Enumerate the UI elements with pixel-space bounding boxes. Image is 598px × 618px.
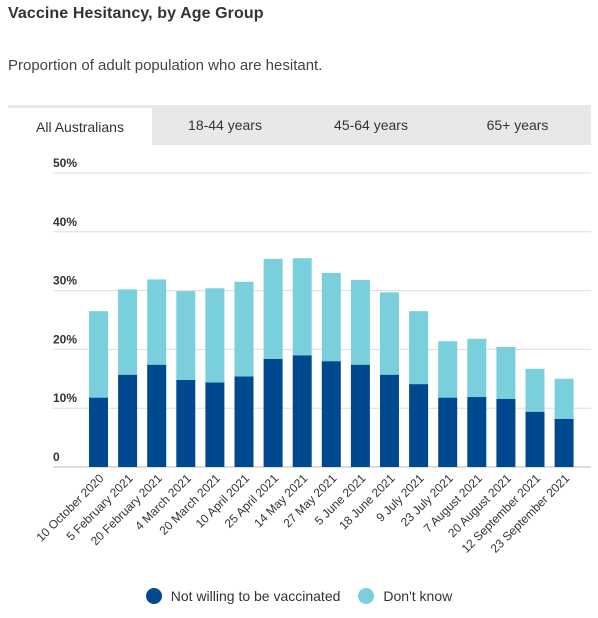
- bar-not-willing: [89, 397, 108, 467]
- bar-not-willing: [554, 418, 574, 467]
- bar-not-willing: [380, 374, 399, 467]
- legend-item-dont-know[interactable]: Don't know: [358, 588, 452, 604]
- y-tick-label: 40%: [53, 215, 77, 229]
- y-tick-label: 50%: [53, 156, 77, 170]
- bar-dont-know: [118, 289, 138, 375]
- age-group-tabs: All Australians 18-44 years 45-64 years …: [8, 105, 591, 145]
- tab-18-44-years[interactable]: 18-44 years: [188, 117, 262, 133]
- tab-all-australians[interactable]: All Australians: [8, 105, 152, 145]
- bar-dont-know: [263, 258, 283, 359]
- bar-dont-know: [321, 272, 341, 362]
- y-tick-label: 30%: [53, 274, 77, 288]
- bar-dont-know: [350, 280, 370, 365]
- bar-dont-know: [525, 368, 545, 412]
- y-tick-label: 20%: [53, 332, 77, 346]
- bar-dont-know: [409, 311, 429, 385]
- bar-not-willing: [438, 397, 458, 467]
- bar-dont-know: [234, 281, 254, 377]
- bar-not-willing: [321, 361, 341, 467]
- bar-not-willing: [147, 364, 167, 467]
- bar-not-willing: [292, 355, 312, 467]
- tab-65-plus-years[interactable]: 65+ years: [486, 117, 549, 133]
- legend-dot-not-willing: [145, 588, 162, 604]
- bar-not-willing: [263, 358, 283, 467]
- tab-45-64-years[interactable]: 45-64 years: [334, 117, 408, 133]
- bar-dont-know: [438, 341, 458, 398]
- bars: [89, 258, 574, 467]
- bar-not-willing: [350, 364, 370, 467]
- bar-dont-know: [496, 347, 516, 399]
- bar-not-willing: [496, 398, 516, 467]
- bar-not-willing: [234, 376, 254, 467]
- bar-dont-know: [89, 311, 108, 398]
- bar-dont-know: [292, 258, 312, 356]
- chart-subtitle: Proportion of adult population who are h…: [8, 57, 323, 74]
- legend-dot-dont-know: [358, 588, 375, 604]
- y-tick-label: 10%: [53, 391, 77, 405]
- bar-dont-know: [380, 292, 399, 375]
- bar-not-willing: [409, 384, 429, 467]
- y-tick-label: 0: [53, 450, 60, 464]
- legend-label-not-willing: Not willing to be vaccinated: [170, 588, 341, 604]
- bar-not-willing: [205, 382, 225, 467]
- bar-dont-know: [147, 279, 167, 365]
- bar-dont-know: [205, 288, 225, 383]
- bar-dont-know: [176, 291, 196, 380]
- bar-not-willing: [176, 379, 196, 467]
- bar-not-willing: [467, 397, 487, 467]
- bar-not-willing: [118, 374, 138, 467]
- bar-dont-know: [554, 378, 574, 419]
- chart-legend: Not willing to be vaccinated Don't know: [0, 588, 598, 604]
- legend-item-not-willing[interactable]: Not willing to be vaccinated: [145, 588, 341, 604]
- bar-dont-know: [467, 338, 487, 398]
- chart-title: Vaccine Hesitancy, by Age Group: [8, 5, 264, 22]
- bar-not-willing: [525, 411, 545, 467]
- legend-label-dont-know: Don't know: [383, 588, 453, 604]
